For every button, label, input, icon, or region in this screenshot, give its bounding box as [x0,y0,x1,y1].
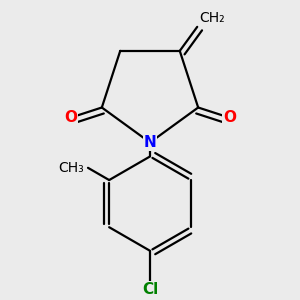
Text: O: O [64,110,77,125]
Text: CH₂: CH₂ [199,11,225,25]
Text: CH₃: CH₃ [59,161,85,175]
Text: O: O [223,110,236,125]
Text: Cl: Cl [142,282,158,297]
Text: N: N [144,135,156,150]
